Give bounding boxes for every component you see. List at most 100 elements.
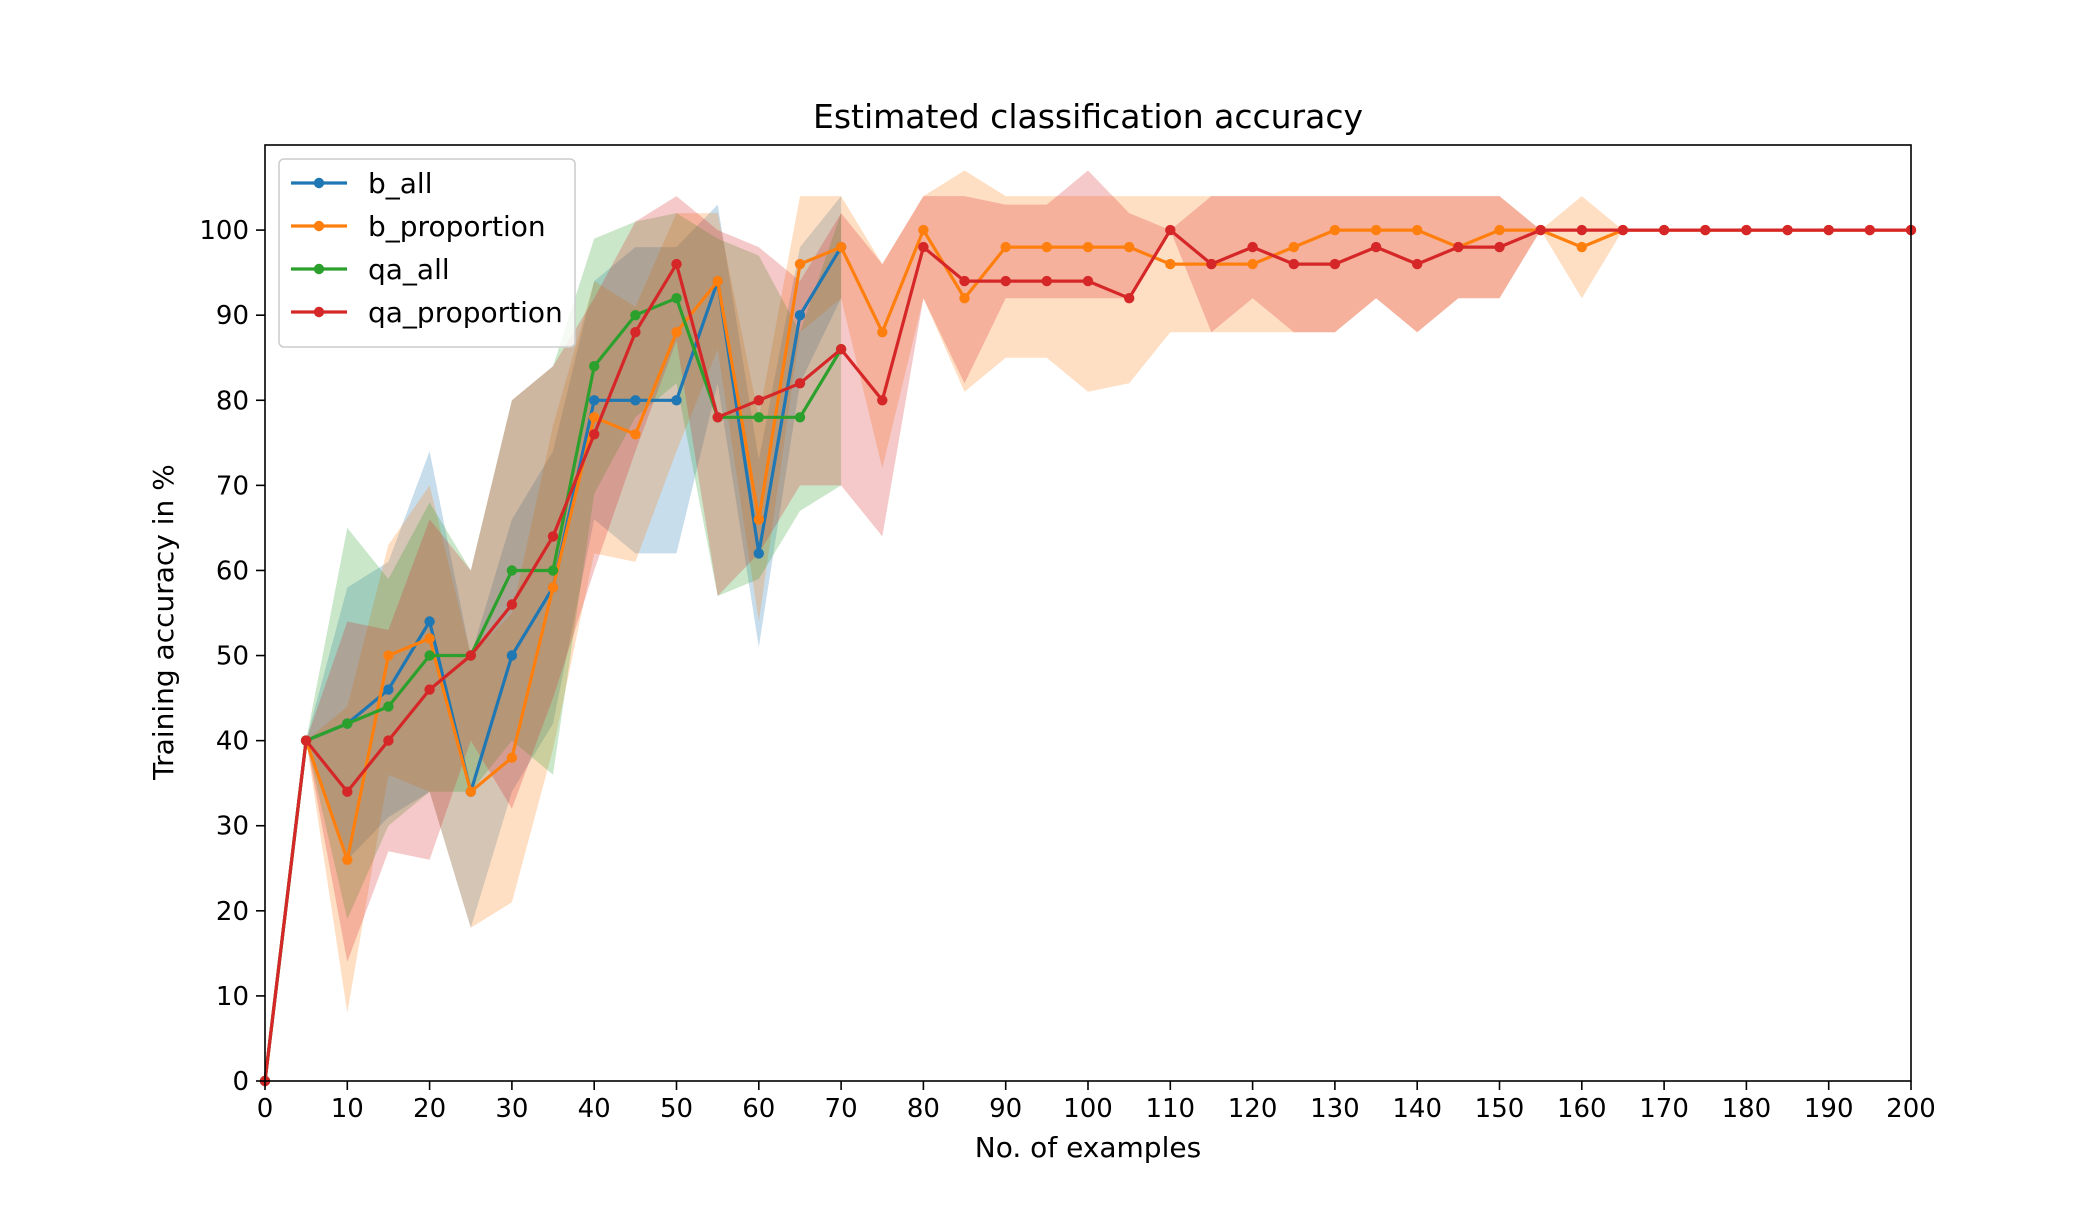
data-point-b-all [671,395,682,406]
data-point-b-proportion [1288,241,1300,253]
data-point-qa-proportion [1864,224,1876,236]
y-tick-label: 50 [216,642,249,672]
x-tick-label: 200 [1886,1094,1936,1124]
legend-entry-qa-proportion: qa_proportion [291,296,563,329]
data-point-b-proportion [342,854,353,865]
data-point-qa-proportion [753,395,764,406]
x-tick-label: 180 [1722,1094,1772,1124]
x-tick-label: 40 [578,1094,611,1124]
data-point-qa-proportion [1329,258,1341,270]
legend-entry-b-proportion: b_proportion [291,210,546,243]
data-point-qa-all [342,718,353,729]
data-point-qa-proportion [1823,224,1834,236]
x-tick-label: 80 [907,1094,940,1124]
legend-marker-b-all [313,177,325,189]
data-point-qa-proportion [342,786,353,797]
data-point-qa-proportion [1453,241,1464,253]
series-qa-proportion [259,224,1917,1087]
confidence-band-b-all [265,196,842,1082]
data-point-qa-proportion [589,429,600,440]
data-point-qa-proportion [1535,224,1546,236]
x-tick-label: 90 [989,1094,1022,1124]
data-point-qa-proportion [1288,258,1300,270]
x-tick-label: 100 [1063,1094,1113,1124]
data-point-b-proportion [959,293,970,304]
x-tick-label: 10 [331,1094,364,1124]
data-point-qa-proportion [835,344,847,355]
data-point-b-proportion [1370,224,1382,236]
legend-label-qa-proportion: qa_proportion [368,296,563,329]
x-axis-label: No. of examples [975,1131,1201,1164]
data-point-b-proportion [1041,241,1053,253]
data-point-qa-proportion [547,531,559,542]
y-tick-label: 60 [216,556,249,586]
data-point-b-proportion [877,327,888,338]
data-point-b-proportion [1124,241,1135,253]
x-tick-label: 70 [825,1094,858,1124]
data-point-b-proportion [383,650,394,661]
data-point-b-proportion [753,514,764,525]
x-tick-label: 170 [1639,1094,1689,1124]
data-point-b-proportion [918,224,929,236]
data-point-qa-proportion [1494,241,1505,253]
data-point-qa-proportion [1165,224,1176,236]
x-tick-label: 140 [1392,1094,1442,1124]
data-point-qa-proportion [877,395,888,406]
data-point-qa-proportion [1700,224,1711,236]
data-point-qa-all [630,310,641,321]
data-point-qa-proportion [1041,275,1053,287]
legend-label-b-proportion: b_proportion [368,210,546,243]
y-axis-label: Training accuracy in % [147,464,180,781]
data-point-b-proportion [794,258,806,270]
data-point-qa-proportion [1000,275,1011,287]
x-tick-label: 60 [742,1094,775,1124]
legend-entry-qa-all: qa_all [291,253,450,286]
series-lines [259,224,1917,1087]
x-tick-label: 160 [1557,1094,1607,1124]
data-point-b-proportion [506,752,518,763]
data-point-b-proportion [1494,224,1505,236]
y-tick-label: 10 [216,982,249,1012]
data-point-qa-all [547,565,559,576]
x-tick-label: 110 [1145,1094,1195,1124]
data-point-b-proportion [630,429,641,440]
legend-box [278,158,576,348]
data-point-b-all [589,395,600,406]
axes: 0 10 20 30 40 50 60 70 80 90 100 110 120 130 140 150 160… [199,144,1936,1124]
x-tick-label: 120 [1228,1094,1278,1124]
data-point-qa-proportion [1617,224,1629,236]
data-point-qa-proportion [712,412,723,423]
data-point-b-proportion [1000,241,1011,253]
data-point-b-proportion [465,786,476,797]
x-tick-label: 190 [1804,1094,1854,1124]
data-point-qa-all [383,701,394,712]
data-point-qa-proportion [630,327,641,338]
data-point-qa-proportion [918,241,929,253]
x-tick-label: 20 [413,1094,446,1124]
data-point-b-proportion [1082,241,1094,253]
legend-label-qa-all: qa_all [368,253,450,286]
data-point-b-proportion [1165,258,1176,270]
y-tick-label: 90 [216,301,249,331]
data-point-qa-proportion [1412,258,1423,270]
data-point-qa-all [589,361,600,372]
legend-marker-qa-proportion [313,306,325,318]
data-point-qa-proportion [671,258,682,270]
data-point-qa-all [424,650,435,661]
data-point-b-proportion [1329,224,1341,236]
y-tick-label: 100 [199,216,249,246]
y-tick-label: 80 [216,386,249,416]
data-point-b-proportion [589,412,600,423]
legend-marker-b-proportion [313,220,325,232]
y-tick-label: 40 [216,727,249,757]
data-point-b-proportion [712,275,723,287]
data-point-b-all [630,395,641,406]
data-point-qa-proportion [1206,258,1217,270]
x-tick-label: 30 [495,1094,528,1124]
data-point-qa-proportion [1576,224,1588,236]
data-point-qa-proportion [383,735,394,746]
data-point-b-proportion [547,582,559,593]
x-tick-label: 130 [1310,1094,1360,1124]
data-point-qa-proportion [1124,293,1135,304]
